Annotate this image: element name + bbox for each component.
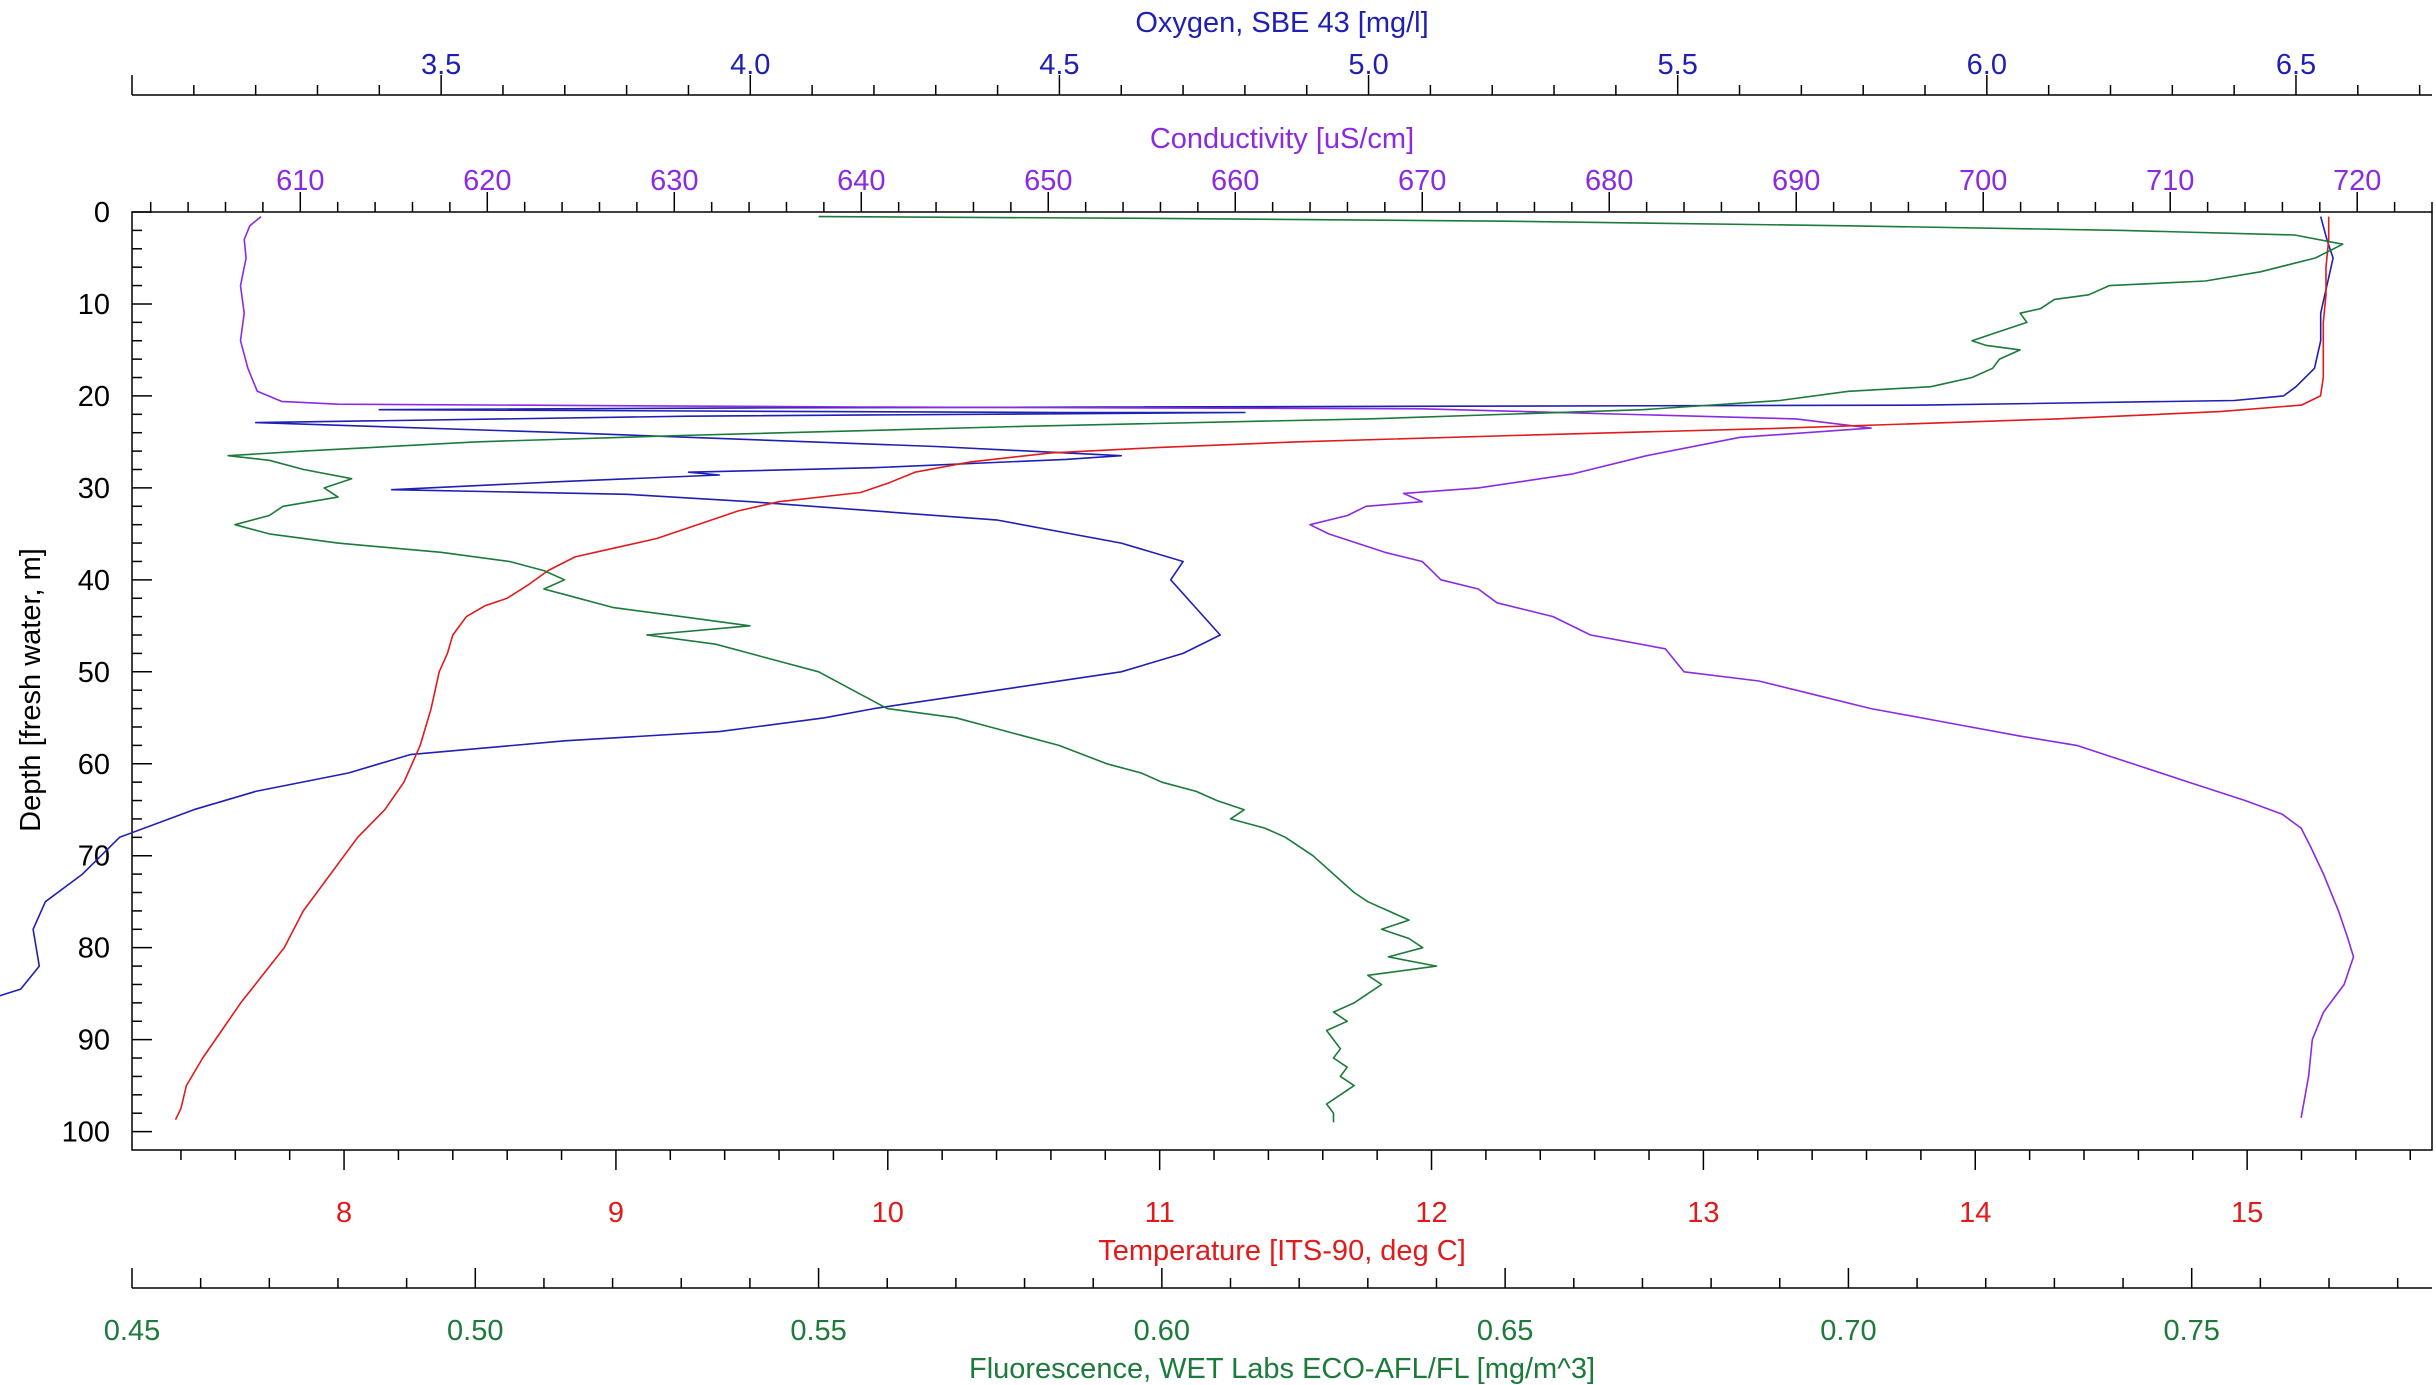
oxygen-tick-label: 4.0 [730, 49, 770, 81]
fluorescence-tick-label: 0.70 [1820, 1315, 1876, 1347]
fluorescence-profile-line [228, 217, 2343, 1123]
depth-tick-label: 70 [78, 841, 110, 873]
fluorescence-tick-label: 0.50 [447, 1315, 503, 1347]
conductivity-tick-label: 640 [837, 165, 885, 197]
oxygen-tick-label: 5.0 [1348, 49, 1388, 81]
depth-tick-label: 100 [62, 1117, 110, 1149]
temperature-tick-label: 9 [608, 1197, 624, 1229]
depth-tick-label: 60 [78, 749, 110, 781]
fluorescence-tick-label: 0.60 [1134, 1315, 1190, 1347]
fluorescence-tick-label: 0.65 [1477, 1315, 1533, 1347]
axes-layer: 0 10 20 30 40 50 60 70 80 90 100 3.5 4.0 4.5 5.0 5.5 6.0… [62, 49, 2432, 1347]
temperature-tick-label: 13 [1687, 1197, 1719, 1229]
oxygen-tick-label: 5.5 [1658, 49, 1698, 81]
oxygen-axis-title: Oxygen, SBE 43 [mg/l] [1135, 7, 1428, 39]
oxygen-tick-label: 6.5 [2276, 49, 2316, 81]
temperature-axis-title: Temperature [ITS-90, deg C] [1098, 1235, 1466, 1267]
oxygen-tick-label: 6.0 [1967, 49, 2007, 81]
oxygen-profile-line [0, 217, 2333, 1120]
temperature-tick-label: 14 [1959, 1197, 1991, 1229]
fluorescence-tick-label: 0.45 [104, 1315, 160, 1347]
temperature-tick-label: 10 [872, 1197, 904, 1229]
oxygen-tick-label: 4.5 [1039, 49, 1079, 81]
conductivity-tick-label: 630 [650, 165, 698, 197]
conductivity-tick-label: 680 [1585, 165, 1633, 197]
conductivity-tick-label: 650 [1024, 165, 1072, 197]
conductivity-profile-line [241, 217, 2354, 1118]
conductivity-tick-label: 710 [2146, 165, 2194, 197]
temperature-tick-label: 12 [1415, 1197, 1447, 1229]
depth-tick-label: 50 [78, 657, 110, 689]
plot-frame [132, 212, 2432, 1150]
depth-tick-label: 10 [78, 289, 110, 321]
depth-tick-label: 30 [78, 473, 110, 505]
fluorescence-tick-label: 0.55 [790, 1315, 846, 1347]
depth-tick-label: 90 [78, 1025, 110, 1057]
depth-tick-label: 40 [78, 565, 110, 597]
depth-axis-title: Depth [fresh water, m] [15, 548, 47, 832]
temperature-tick-label: 11 [1145, 1197, 1175, 1229]
depth-tick-label: 20 [78, 381, 110, 413]
depth-tick-label: 80 [78, 933, 110, 965]
conductivity-tick-label: 690 [1772, 165, 1820, 197]
plot-border [132, 212, 2432, 1150]
temperature-profile-line [176, 217, 2329, 1120]
conductivity-tick-label: 610 [276, 165, 324, 197]
temperature-tick-label: 8 [336, 1197, 352, 1229]
fluorescence-tick-label: 0.75 [2163, 1315, 2219, 1347]
depth-tick-label: 0 [94, 197, 110, 229]
oxygen-tick-label: 3.5 [421, 49, 461, 81]
conductivity-tick-label: 660 [1211, 165, 1259, 197]
temperature-tick-label: 15 [2231, 1197, 2263, 1229]
conductivity-tick-label: 720 [2333, 165, 2381, 197]
conductivity-tick-label: 670 [1398, 165, 1446, 197]
conductivity-axis-title: Conductivity [uS/cm] [1150, 123, 1414, 155]
conductivity-tick-label: 620 [463, 165, 511, 197]
series-layer [0, 217, 2354, 1123]
conductivity-tick-label: 700 [1959, 165, 2007, 197]
fluorescence-axis-title: Fluorescence, WET Labs ECO-AFL/FL [mg/m^… [969, 1353, 1595, 1385]
